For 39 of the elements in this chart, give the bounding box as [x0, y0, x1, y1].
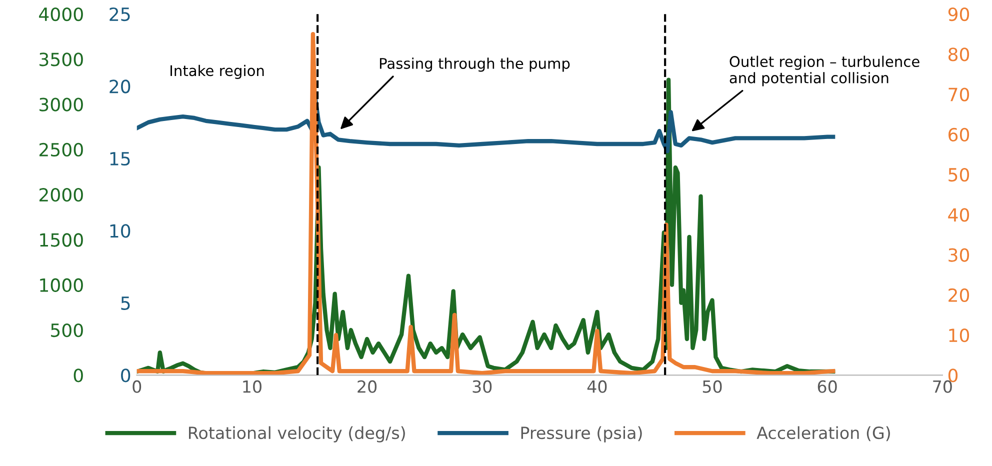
y3-tick-label: 50	[948, 168, 970, 182]
y-tick-label: 1500	[40, 233, 83, 247]
x-tick-label: 50	[702, 380, 722, 393]
y3-tick-label: 70	[948, 88, 970, 102]
y-tick-label: 500	[51, 323, 83, 338]
y-tick-label: 4000	[39, 7, 83, 22]
legend-label: Pressure (psia)	[521, 426, 642, 442]
y-tick-label: 3000	[40, 98, 83, 112]
x-tick-label: 30	[472, 380, 492, 393]
y-tick-label: 2000	[39, 188, 83, 202]
y3-tick-label: 30	[948, 248, 970, 262]
x-tick-label: 40	[587, 380, 607, 393]
y3-tick-label: 40	[948, 208, 970, 222]
x-tick-label: 0	[132, 380, 142, 393]
annotation: Passing through the pump	[380, 58, 570, 72]
x-tick-label: 70	[933, 380, 952, 393]
y2-tick-label: 25	[110, 7, 130, 22]
legend-label: Rotational velocity (deg/s)	[189, 426, 405, 442]
x-tick-label: 20	[358, 380, 377, 393]
y3-tick-label: 90	[948, 7, 970, 22]
y-tick-label: 1000	[40, 278, 83, 292]
y-tick-label: 3500	[40, 52, 83, 66]
x-tick-label: 60	[818, 380, 837, 393]
y3-tick-label: 0	[948, 368, 958, 382]
x-tick-label: 10	[243, 380, 262, 393]
y2-tick-label: 10	[110, 224, 130, 238]
y-tick-label: 0	[74, 368, 83, 382]
y2-tick-label: 0	[121, 368, 130, 382]
y3-tick-label: 60	[948, 128, 970, 142]
annotation: Intake region	[170, 64, 264, 79]
legend-label: Acceleration (G)	[756, 426, 890, 442]
y-tick-label: 2500	[39, 142, 83, 157]
y2-tick-label: 20	[110, 80, 130, 94]
y2-tick-label: 15	[110, 152, 130, 166]
y3-tick-label: 80	[948, 48, 970, 62]
y3-tick-label: 10	[949, 328, 970, 342]
annotation: Outlet region – turbulence and potential collision	[730, 56, 920, 86]
y2-tick-label: 5	[121, 296, 130, 310]
y3-tick-label: 20	[948, 288, 970, 302]
